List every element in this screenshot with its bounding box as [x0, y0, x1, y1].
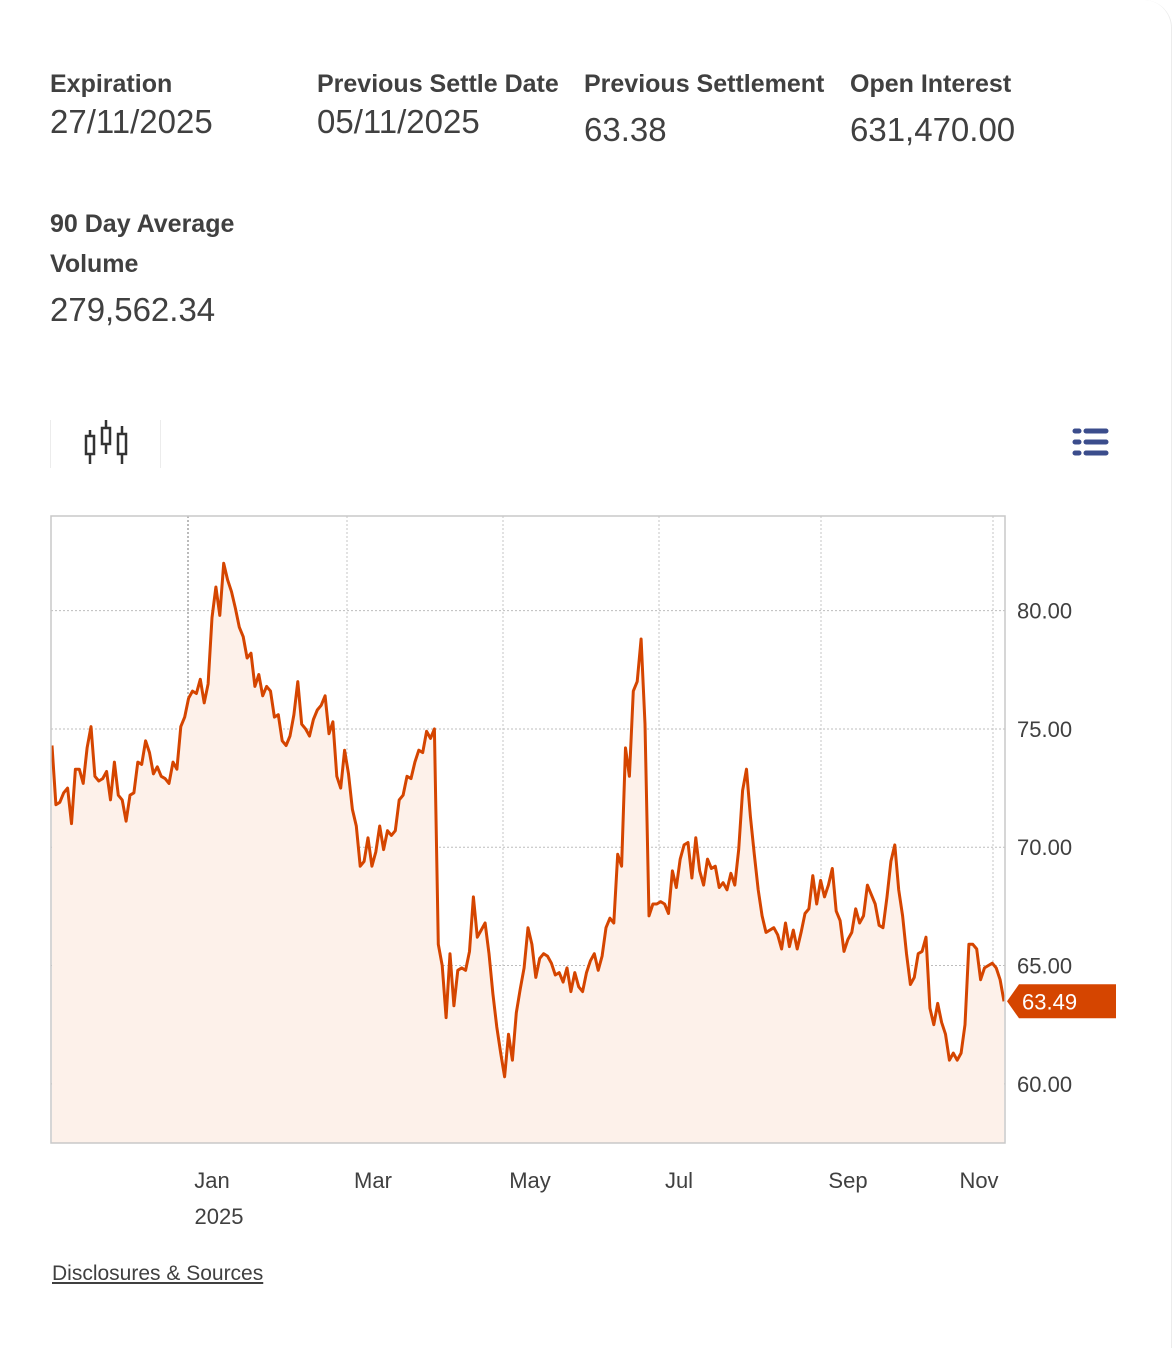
- x-tick-label: Jul: [665, 1168, 693, 1193]
- stat-previous-settlement: Previous Settlement 63.38: [584, 64, 824, 150]
- x-tick-year-label: 2025: [195, 1204, 244, 1229]
- stat-value: 05/11/2025: [317, 103, 480, 140]
- x-tick-label: Mar: [354, 1168, 392, 1193]
- price-line: [50, 561, 1006, 1079]
- y-tick-label: 80.00: [1017, 599, 1072, 624]
- y-axis: 80.00 75.00 70.00 65.00 60.00: [1017, 599, 1072, 1097]
- last-price-badge: 63.49: [1007, 984, 1116, 1019]
- stat-open-interest: Open Interest 631,470.00: [850, 64, 1015, 150]
- stat-label: Previous Settle Date: [317, 70, 559, 98]
- last-price-badge-shape: [1007, 984, 1116, 1019]
- y-tick-label: 75.00: [1017, 717, 1072, 742]
- x-tick-label: May: [509, 1168, 551, 1193]
- toolbar-divider: [160, 420, 161, 468]
- stat-expiration: Expiration 27/11/2025: [50, 64, 213, 142]
- chart-type-button[interactable]: [80, 418, 134, 468]
- stat-label: 90 Day Average Volume: [50, 210, 235, 278]
- plot-frame: [50, 515, 1006, 1144]
- stat-90-day-average-volume: 90 Day Average Volume 279,562.34: [50, 204, 270, 330]
- stat-label: Open Interest: [850, 70, 1012, 98]
- x-tick-label: Sep: [828, 1168, 867, 1193]
- disclosures-link[interactable]: Disclosures & Sources: [52, 1262, 264, 1285]
- menu-list-icon: [1072, 428, 1109, 456]
- last-price-label: 63.49: [1022, 989, 1077, 1014]
- stat-label: Expiration: [50, 70, 173, 98]
- y-tick-label: 65.00: [1017, 954, 1072, 979]
- stat-value: 63.38: [584, 111, 667, 148]
- stat-value: 27/11/2025: [50, 103, 213, 140]
- y-tick-label: 70.00: [1017, 835, 1072, 860]
- x-axis: Jan 2025 Mar May Jul Sep Nov: [194, 1168, 998, 1229]
- x-tick-label: Jan: [194, 1168, 229, 1193]
- stat-label: Previous Settlement: [584, 70, 825, 98]
- price-area-fill: [52, 563, 1004, 1143]
- chart-menu-button[interactable]: [1070, 424, 1112, 460]
- toolbar-divider: [50, 420, 51, 468]
- candlestick-icon: [84, 420, 128, 464]
- stat-value: 631,470.00: [850, 111, 1016, 148]
- stat-value: 279,562.34: [50, 291, 216, 328]
- x-tick-label: Nov: [959, 1168, 998, 1193]
- y-tick-label: 60.00: [1017, 1072, 1072, 1097]
- stat-previous-settle-date: Previous Settle Date 05/11/2025: [317, 64, 559, 142]
